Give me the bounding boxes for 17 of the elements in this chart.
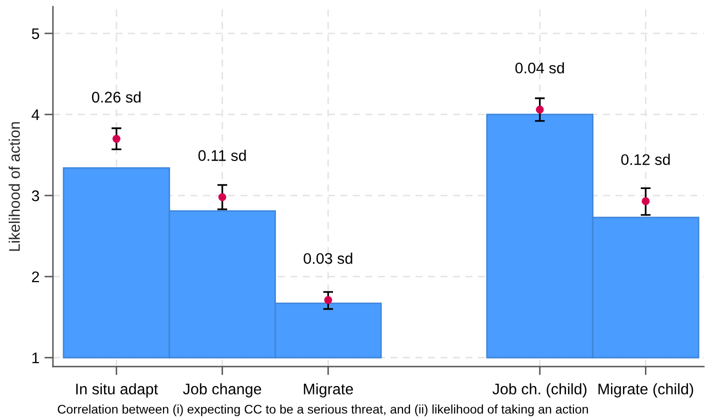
y-tick-label: 1 xyxy=(32,352,40,364)
text: Correlation between (i) expecting CC to be a serious threat, and (ii) likelihood of taking an action xyxy=(58,404,588,416)
y-axis-title: Likelihood of action xyxy=(8,122,20,251)
annotation: 0.04 sd xyxy=(515,62,564,74)
annotation: 0.11 sd xyxy=(198,150,246,161)
x-tick-label: Job change xyxy=(183,383,262,398)
x-tick-label: Job ch. (child) xyxy=(492,383,586,398)
y-tick-label: 2 xyxy=(32,271,39,282)
y-tick-label: 3 xyxy=(32,190,40,202)
x-tick-label: In situ adapt xyxy=(76,383,158,398)
x-tick-label: Migrate (child) xyxy=(598,383,694,398)
y-tick-label: 4 xyxy=(32,109,40,120)
annotation: 0.26 sd xyxy=(92,91,141,103)
y-tick-label: 5 xyxy=(32,28,40,40)
annotation: 0.12 sd xyxy=(621,154,670,166)
annotation: 0.03 sd xyxy=(304,252,352,264)
x-tick-label: Migrate xyxy=(304,383,353,398)
